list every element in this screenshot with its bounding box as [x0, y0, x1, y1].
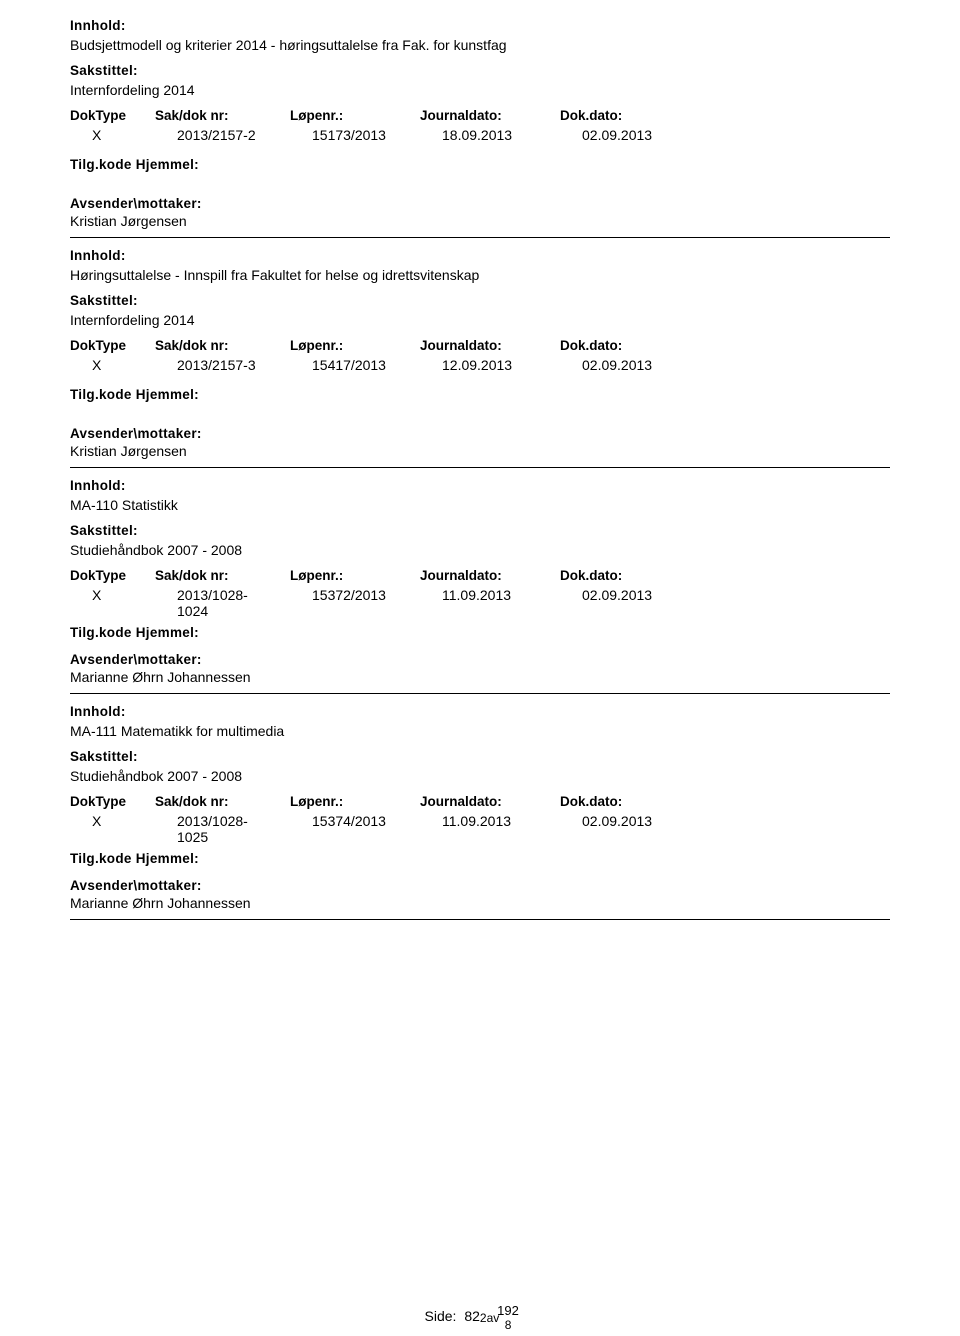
ddato-value: 02.09.2013 — [582, 813, 722, 845]
col-ddato-header: Dok.dato: — [560, 108, 700, 123]
col-doktype-header: DokType — [70, 338, 155, 353]
col-ddato-header: Dok.dato: — [560, 338, 700, 353]
sakstittel-label: Sakstittel: — [70, 523, 890, 538]
journal-entry: Innhold: MA-110 Statistikk Sakstittel: S… — [70, 478, 890, 685]
lopenr-value: 15173/2013 — [312, 127, 442, 143]
saknr-value: 2013/2157-3 — [177, 357, 312, 373]
col-doktype-header: DokType — [70, 568, 155, 583]
entry-divider — [70, 467, 890, 468]
innhold-value: Høringsuttalelse - Innspill fra Fakultet… — [70, 267, 890, 283]
journal-entry: Innhold: Høringsuttalelse - Innspill fra… — [70, 248, 890, 459]
saknr-value: 2013/2157-2 — [177, 127, 312, 143]
sakstittel-value: Internfordeling 2014 — [70, 312, 890, 328]
avsender-value: Marianne Øhrn Johannessen — [70, 669, 890, 685]
innhold-value: MA-110 Statistikk — [70, 497, 890, 513]
col-doktype-header: DokType — [70, 794, 155, 809]
col-lopenr-header: Løpenr.: — [290, 794, 420, 809]
footer-den: 8 — [505, 1318, 512, 1332]
ddato-value: 02.09.2013 — [582, 357, 722, 373]
tilgkode-label: Tilg.kode Hjemmel: — [70, 625, 890, 640]
innhold-value: MA-111 Matematikk for multimedia — [70, 723, 890, 739]
avsender-label: Avsender\mottaker: — [70, 196, 890, 211]
saknr-line1: 2013/1028- — [177, 587, 248, 603]
doktype-value: X — [70, 357, 177, 373]
lopenr-value: 15417/2013 — [312, 357, 442, 373]
sakstittel-label: Sakstittel: — [70, 749, 890, 764]
avsender-value: Kristian Jørgensen — [70, 213, 890, 229]
header-row: DokType Sak/dok nr: Løpenr.: Journaldato… — [70, 108, 890, 123]
avsender-label: Avsender\mottaker: — [70, 652, 890, 667]
col-jdato-header: Journaldato: — [420, 794, 560, 809]
col-ddato-header: Dok.dato: — [560, 794, 700, 809]
header-row: DokType Sak/dok nr: Løpenr.: Journaldato… — [70, 338, 890, 353]
col-jdato-header: Journaldato: — [420, 338, 560, 353]
tilgkode-label: Tilg.kode Hjemmel: — [70, 851, 890, 866]
page-footer: Side: 822av 192 8 — [0, 1308, 960, 1324]
col-saknr-header: Sak/dok nr: — [155, 568, 290, 583]
avsender-label: Avsender\mottaker: — [70, 878, 890, 893]
tilgkode-label: Tilg.kode Hjemmel: — [70, 387, 890, 402]
saknr-value: 2013/1028- 1024 — [177, 587, 312, 619]
col-lopenr-header: Løpenr.: — [290, 338, 420, 353]
footer-total: 192 — [497, 1303, 519, 1318]
page: Innhold: Budsjettmodell og kriterier 201… — [0, 0, 960, 1336]
col-saknr-header: Sak/dok nr: — [155, 108, 290, 123]
saknr-line2: 1025 — [177, 829, 208, 845]
data-row: X 2013/2157-3 15417/2013 12.09.2013 02.0… — [70, 357, 890, 373]
sakstittel-label: Sakstittel: — [70, 63, 890, 78]
lopenr-value: 15372/2013 — [312, 587, 442, 619]
saknr-line2: 1024 — [177, 603, 208, 619]
footer-label: Side: — [425, 1308, 457, 1324]
jdato-value: 11.09.2013 — [442, 587, 582, 619]
avsender-value: Kristian Jørgensen — [70, 443, 890, 459]
innhold-value: Budsjettmodell og kriterier 2014 - hørin… — [70, 37, 890, 53]
innhold-label: Innhold: — [70, 18, 890, 33]
ddato-value: 02.09.2013 — [582, 587, 722, 619]
saknr-line1: 2013/1028- — [177, 813, 248, 829]
data-row: X 2013/2157-2 15173/2013 18.09.2013 02.0… — [70, 127, 890, 143]
col-jdato-header: Journaldato: — [420, 568, 560, 583]
header-row: DokType Sak/dok nr: Løpenr.: Journaldato… — [70, 794, 890, 809]
entry-divider — [70, 919, 890, 920]
header-row: DokType Sak/dok nr: Løpenr.: Journaldato… — [70, 568, 890, 583]
saknr-value: 2013/1028- 1025 — [177, 813, 312, 845]
data-row: X 2013/1028- 1024 15372/2013 11.09.2013 … — [70, 587, 890, 619]
col-saknr-header: Sak/dok nr: — [155, 338, 290, 353]
tilgkode-label: Tilg.kode Hjemmel: — [70, 157, 890, 172]
innhold-label: Innhold: — [70, 704, 890, 719]
innhold-label: Innhold: — [70, 248, 890, 263]
avsender-label: Avsender\mottaker: — [70, 426, 890, 441]
lopenr-value: 15374/2013 — [312, 813, 442, 845]
col-doktype-header: DokType — [70, 108, 155, 123]
sakstittel-value: Internfordeling 2014 — [70, 82, 890, 98]
jdato-value: 18.09.2013 — [442, 127, 582, 143]
col-jdato-header: Journaldato: — [420, 108, 560, 123]
doktype-value: X — [70, 587, 177, 619]
journal-entry: Innhold: Budsjettmodell og kriterier 201… — [70, 18, 890, 229]
ddato-value: 02.09.2013 — [582, 127, 722, 143]
col-ddato-header: Dok.dato: — [560, 568, 700, 583]
footer-page: 82 — [464, 1308, 480, 1324]
jdato-value: 12.09.2013 — [442, 357, 582, 373]
doktype-value: X — [70, 813, 177, 845]
col-lopenr-header: Løpenr.: — [290, 568, 420, 583]
sakstittel-value: Studiehåndbok 2007 - 2008 — [70, 768, 890, 784]
sakstittel-value: Studiehåndbok 2007 - 2008 — [70, 542, 890, 558]
avsender-value: Marianne Øhrn Johannessen — [70, 895, 890, 911]
col-saknr-header: Sak/dok nr: — [155, 794, 290, 809]
doktype-value: X — [70, 127, 177, 143]
jdato-value: 11.09.2013 — [442, 813, 582, 845]
col-lopenr-header: Løpenr.: — [290, 108, 420, 123]
journal-entry: Innhold: MA-111 Matematikk for multimedi… — [70, 704, 890, 911]
entry-divider — [70, 237, 890, 238]
sakstittel-label: Sakstittel: — [70, 293, 890, 308]
innhold-label: Innhold: — [70, 478, 890, 493]
entry-divider — [70, 693, 890, 694]
data-row: X 2013/1028- 1025 15374/2013 11.09.2013 … — [70, 813, 890, 845]
